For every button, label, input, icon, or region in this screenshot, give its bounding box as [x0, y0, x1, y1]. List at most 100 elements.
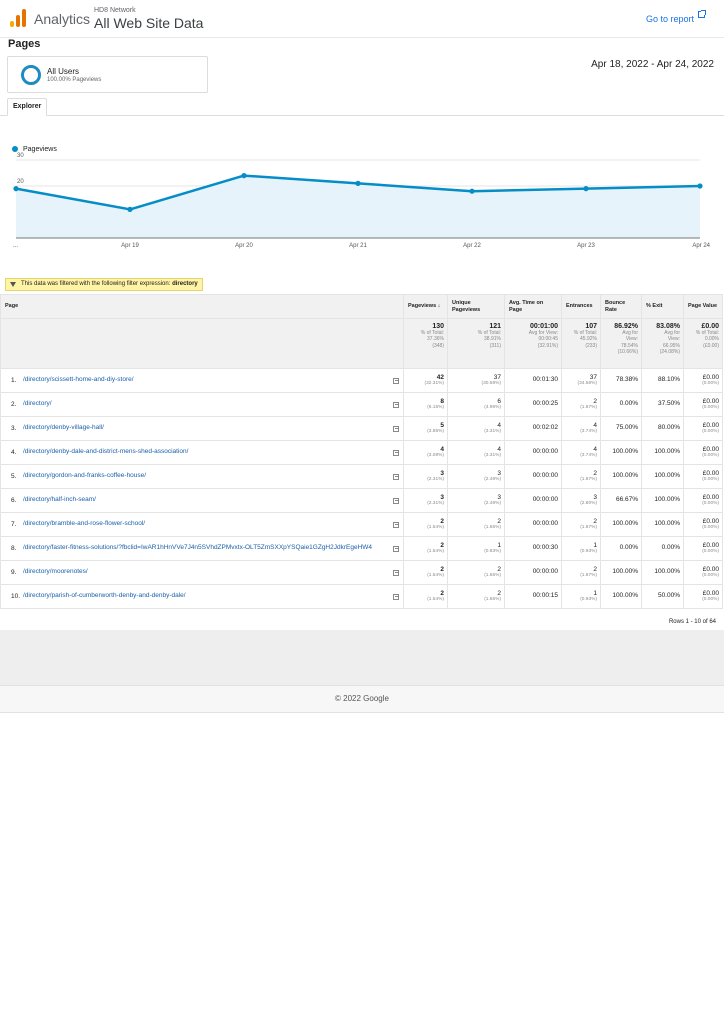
avg-time-cell: 00:00:00	[504, 464, 562, 489]
legend-label-pageviews[interactable]: Pageviews	[23, 146, 57, 153]
open-page-icon[interactable]	[393, 521, 399, 528]
row-rank: 10.	[11, 593, 21, 600]
unique-pageviews-cell: 2 (1.65%)	[447, 584, 505, 609]
app-header: Analytics HD8 Network All Web Site Data …	[0, 0, 724, 38]
x-tick-label: Apr 22	[463, 243, 481, 249]
report-table: Page Pageviews ↓ Unique Pageviews Avg. T…	[0, 294, 723, 609]
total-exit: 83.08% Avg for View: 66.95% (24.08%)	[641, 318, 684, 369]
entrances-cell: 2 (1.87%)	[561, 560, 601, 585]
page-link[interactable]: /directory/gordon-and-franks-coffee-hous…	[23, 472, 147, 480]
page-link[interactable]: /directory/faster-fitness-solutions/?fbc…	[23, 544, 373, 552]
bounce-rate-cell: 0.00%	[600, 536, 642, 561]
pageviews-cell: 8 (6.15%)	[403, 392, 448, 417]
open-page-icon[interactable]	[393, 449, 399, 456]
exit-cell: 80.00%	[641, 416, 684, 441]
page-cell: 5. /directory/gordon-and-franks-coffee-ho…	[0, 464, 404, 489]
column-header-exit[interactable]: % Exit	[641, 294, 684, 319]
open-page-icon[interactable]	[393, 473, 399, 480]
page-link[interactable]: /directory/	[23, 400, 52, 408]
open-page-icon[interactable]	[393, 401, 399, 408]
column-header-page-value[interactable]: Page Value	[683, 294, 723, 319]
totals-row: 130 % of Total: 37.36% (348) 121 % of To…	[0, 318, 723, 369]
area-fill	[16, 175, 700, 238]
entrances-cell: 2 (1.87%)	[561, 464, 601, 489]
open-page-icon[interactable]	[393, 569, 399, 576]
analytics-logo-icon[interactable]	[10, 9, 26, 27]
open-page-icon[interactable]	[393, 545, 399, 552]
entrances-cell: 3 (2.80%)	[561, 488, 601, 513]
page-cell: 8. /directory/faster-fitness-solutions/?f…	[0, 536, 404, 561]
row-rank: 5.	[11, 473, 17, 480]
pageviews-cell: 3 (2.31%)	[403, 464, 448, 489]
page-cell: 4. /directory/denby-dale-and-district-men…	[0, 440, 404, 465]
unique-pageviews-cell: 4 (3.31%)	[447, 440, 505, 465]
account-name[interactable]: HD8 Network	[94, 7, 136, 14]
avg-time-cell: 00:00:25	[504, 392, 562, 417]
data-point	[469, 188, 475, 194]
page-cell: 3. /directory/denby-village-hall/	[0, 416, 404, 441]
page-cell: 10./directory/parish-of-cumberworth-denb…	[0, 584, 404, 609]
segment-ring-icon	[21, 65, 41, 85]
page-value-cell: £0.00 (0.00%)	[683, 368, 723, 393]
column-header-avg-time-on-page[interactable]: Avg. Time on Page	[504, 294, 562, 319]
segment-picker[interactable]: All Users 100.00% Pageviews	[7, 56, 208, 93]
table-row: 2. /directory/8 (6.15%) 6 (4.96%) 00:00:25 2 (1…	[0, 392, 723, 417]
exit-cell: 100.00%	[641, 560, 684, 585]
column-header-pageviews[interactable]: Pageviews ↓	[403, 294, 448, 319]
external-link-icon[interactable]	[698, 10, 706, 18]
pageviews-cell: 5 (3.85%)	[403, 416, 448, 441]
open-page-icon[interactable]	[393, 425, 399, 432]
bounce-rate-cell: 100.00%	[600, 512, 642, 537]
pageviews-cell: 4 (3.08%)	[403, 440, 448, 465]
exit-cell: 50.00%	[641, 584, 684, 609]
exit-cell: 100.00%	[641, 440, 684, 465]
page-link[interactable]: /directory/denby-village-hall/	[23, 424, 104, 432]
filter-icon	[10, 282, 16, 287]
page-title: Pages	[8, 38, 41, 50]
go-to-report-link[interactable]: Go to report	[645, 14, 694, 24]
y-tick-label: 30	[17, 153, 24, 159]
segment-percentage: 100.00% Pageviews	[47, 77, 102, 83]
avg-time-cell: 00:02:02	[504, 416, 562, 441]
bounce-rate-cell: 100.00%	[600, 464, 642, 489]
footer	[0, 685, 724, 713]
bounce-rate-cell: 100.00%	[600, 440, 642, 465]
column-header-bounce-rate[interactable]: Bounce Rate	[600, 294, 642, 319]
open-page-icon[interactable]	[393, 377, 399, 384]
page-link[interactable]: /directory/scissett-home-and-diy-store/	[23, 376, 134, 384]
page-link[interactable]: /directory/bramble-and-rose-flower-schoo…	[23, 520, 146, 528]
column-header-entrances[interactable]: Entrances	[561, 294, 601, 319]
pageviews-cell: 2 (1.54%)	[403, 512, 448, 537]
page-link[interactable]: /directory/half-inch-seam/	[23, 496, 96, 504]
date-range-picker[interactable]: Apr 18, 2022 - Apr 24, 2022	[591, 59, 714, 70]
page-cell: 9. /directory/moorenotes/	[0, 560, 404, 585]
open-page-icon[interactable]	[393, 593, 399, 600]
page-value-cell: £0.00 (0.00%)	[683, 560, 723, 585]
tab-explorer[interactable]: Explorer	[7, 98, 48, 116]
open-page-icon[interactable]	[393, 497, 399, 504]
unique-pageviews-cell: 2 (1.65%)	[447, 512, 505, 537]
data-point	[697, 183, 703, 189]
pagination-info: Rows 1 - 10 of 64	[668, 619, 716, 625]
view-selector[interactable]: All Web Site Data	[94, 15, 204, 31]
table-row: 9. /directory/moorenotes/2 (1.54%) 2 (1.65%)…	[0, 560, 723, 585]
exit-cell: 0.00%	[641, 536, 684, 561]
bounce-rate-cell: 75.00%	[600, 416, 642, 441]
row-rank: 4.	[11, 449, 17, 456]
page-link[interactable]: /directory/denby-dale-and-district-mens-…	[23, 448, 189, 456]
tab-bar-divider	[0, 115, 724, 116]
entrances-cell: 1 (0.93%)	[561, 536, 601, 561]
x-tick-label: Apr 20	[235, 243, 253, 249]
page-value-cell: £0.00 (0.00%)	[683, 392, 723, 417]
column-header-page[interactable]: Page	[0, 294, 404, 319]
column-header-unique-pageviews[interactable]: Unique Pageviews	[447, 294, 505, 319]
table-row: 3. /directory/denby-village-hall/5 (3.85%)…	[0, 416, 723, 441]
data-point	[127, 206, 133, 212]
page-link[interactable]: /directory/parish-of-cumberworth-denby-a…	[23, 592, 186, 600]
unique-pageviews-cell: 37 (30.58%)	[447, 368, 505, 393]
total-unique-pageviews: 121 % of Total: 38.91% (311)	[447, 318, 505, 369]
page-link[interactable]: /directory/moorenotes/	[23, 568, 88, 576]
bounce-rate-cell: 66.67%	[600, 488, 642, 513]
row-rank: 1.	[11, 377, 17, 384]
